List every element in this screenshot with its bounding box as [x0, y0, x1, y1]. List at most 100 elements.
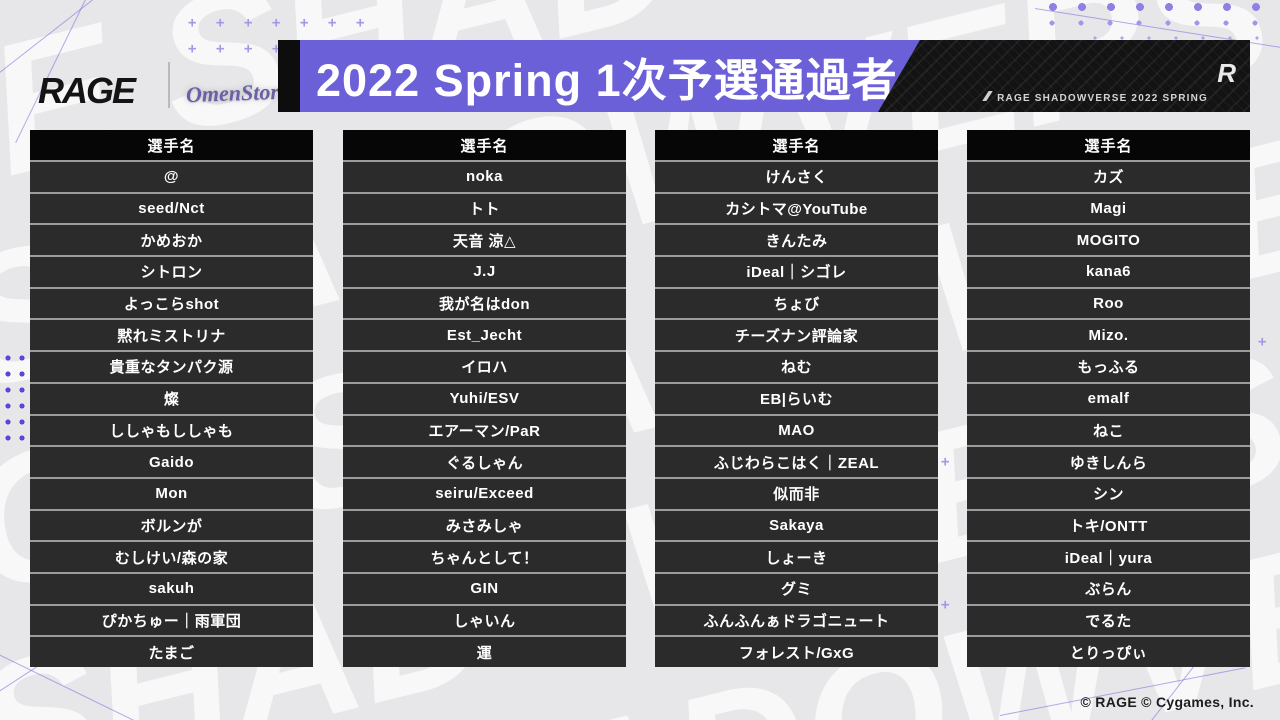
player-cell: 天音 涼△ [343, 223, 626, 256]
player-cell: ボルンが [30, 508, 313, 541]
player-cell: Roo [967, 286, 1250, 319]
player-cell: Mizo. [967, 318, 1250, 351]
player-cell: Mon [30, 476, 313, 509]
player-cell: けんさく [655, 160, 938, 192]
player-cell: エアーマン/PaR [343, 413, 626, 446]
player-cell: EB|らいむ [655, 381, 938, 414]
player-cell: emalf [967, 381, 1250, 414]
player-cell: シトロン [30, 255, 313, 287]
player-cell: 貴重なタンパク源 [30, 350, 313, 382]
logo-divider [168, 62, 170, 108]
plus-mark: + [272, 41, 281, 57]
player-cell: 似而非 [655, 476, 938, 509]
player-cell: トキ/ONTT [967, 508, 1250, 541]
plus-mark: + [300, 15, 309, 31]
player-cell: kana6 [967, 255, 1250, 287]
runner-icon [982, 91, 993, 101]
dots-pattern [1090, 34, 1280, 42]
plus-mark: + [188, 41, 197, 57]
player-cell: とりっぴぃ [967, 635, 1250, 667]
player-cell: カシトマ@YouTube [655, 191, 938, 224]
table-body: けんさく カシトマ@YouTube きんたみ iDeal｜シゴレ ちょび チーズナン評論家… [655, 160, 938, 667]
player-cell: GIN [343, 571, 626, 604]
player-cell: よっこらshot [30, 286, 313, 319]
banner-caption: RAGE SHADOWVERSE 2022 SPRING [984, 91, 1208, 104]
player-cell: ちょび [655, 286, 938, 319]
player-cell: たまご [30, 635, 313, 667]
player-cell: かめおか [30, 223, 313, 256]
banner-accent-bar [278, 40, 300, 112]
player-table-2: 選手名 noka トト 天音 涼△ J.J 我が名はdon Est_Jecht イロハ Yuh… [343, 130, 626, 667]
page-title: 2022 Spring 1次予選通過者 [316, 54, 898, 106]
player-cell: @ [30, 160, 313, 192]
player-cell: イロハ [343, 350, 626, 382]
player-cell: でるた [967, 603, 1250, 636]
player-cell: ぐるしゃん [343, 445, 626, 477]
player-cell: noka [343, 160, 626, 192]
plus-mark: + [941, 597, 950, 613]
column-header: 選手名 [30, 130, 313, 160]
player-cell: 運 [343, 635, 626, 667]
plus-mark: + [244, 41, 253, 57]
banner-caption-text: RAGE SHADOWVERSE 2022 SPRING [997, 93, 1208, 104]
player-cell: Gaido [30, 445, 313, 477]
player-cell: フォレスト/GxG [655, 635, 938, 667]
table-body: @ seed/Nct かめおか シトロン よっこらshot 黙れミストリナ 貴重なタンパク源… [30, 160, 313, 667]
player-cell: むしけい/森の家 [30, 540, 313, 572]
player-cell: Est_Jecht [343, 318, 626, 351]
player-cell: ねむ [655, 350, 938, 382]
player-cell: J.J [343, 255, 626, 287]
player-cell: シン [967, 476, 1250, 509]
dots-pattern [1046, 0, 1280, 13]
player-cell: Sakaya [655, 508, 938, 541]
player-cell: ぴかちゅー｜雨軍団 [30, 603, 313, 636]
plus-mark: + [244, 15, 253, 31]
player-cell: グミ [655, 571, 938, 604]
plus-mark: + [188, 15, 197, 31]
plus-mark: + [1258, 334, 1267, 350]
player-cell: ねこ [967, 413, 1250, 446]
player-table-1: 選手名 @ seed/Nct かめおか シトロン よっこらshot 黙れミストリナ 貴重なタ… [30, 130, 313, 667]
player-cell: 燦 [30, 381, 313, 414]
player-cell: トト [343, 191, 626, 224]
plus-mark: + [356, 15, 365, 31]
rage-r-icon: R [1217, 58, 1236, 88]
plus-mark: + [216, 15, 225, 31]
column-header: 選手名 [343, 130, 626, 160]
diagonal-line [0, 0, 99, 79]
player-cell: きんたみ [655, 223, 938, 256]
dots-pattern [1046, 18, 1280, 28]
plus-mark: + [328, 15, 337, 31]
plus-mark: + [941, 454, 950, 470]
player-cell: Yuhi/ESV [343, 381, 626, 414]
copyright-notice: © RAGE © Cygames, Inc. [1080, 694, 1254, 710]
rage-logo: RAGE [38, 70, 136, 111]
table-body: noka トト 天音 涼△ J.J 我が名はdon Est_Jecht イロハ Yuhi/ES… [343, 160, 626, 667]
player-cell: 黙れミストリナ [30, 318, 313, 351]
column-header: 選手名 [655, 130, 938, 160]
dots-pattern [3, 352, 31, 450]
player-cell: チーズナン評論家 [655, 318, 938, 351]
title-banner: 2022 Spring 1次予選通過者 R RAGE SHADOWVERSE 2… [278, 40, 1250, 112]
player-cell: iDeal｜シゴレ [655, 255, 938, 287]
player-cell: しょーき [655, 540, 938, 572]
player-cell: ぶらん [967, 571, 1250, 604]
player-cell: sakuh [30, 571, 313, 604]
player-cell: seed/Nct [30, 191, 313, 224]
player-cell: もっふる [967, 350, 1250, 382]
player-cell: カズ [967, 160, 1250, 192]
column-header: 選手名 [967, 130, 1250, 160]
player-cell: しゃいん [343, 603, 626, 636]
player-cell: みさみしゃ [343, 508, 626, 541]
player-cell: iDeal｜yura [967, 540, 1250, 572]
plus-mark: + [216, 41, 225, 57]
player-table-4: 選手名 カズ Magi MOGITO kana6 Roo Mizo. もっふる emalf ねこ… [967, 130, 1250, 667]
qualifier-tables: 選手名 @ seed/Nct かめおか シトロン よっこらshot 黙れミストリナ 貴重なタ… [0, 130, 1280, 667]
player-cell: ふじわらこはく｜ZEAL [655, 445, 938, 477]
player-cell: MAO [655, 413, 938, 446]
player-cell: 我が名はdon [343, 286, 626, 319]
table-body: カズ Magi MOGITO kana6 Roo Mizo. もっふる emalf ねこ ゆきしん… [967, 160, 1250, 667]
player-cell: ふんふんぁドラゴニュート [655, 603, 938, 636]
player-cell: MOGITO [967, 223, 1250, 256]
